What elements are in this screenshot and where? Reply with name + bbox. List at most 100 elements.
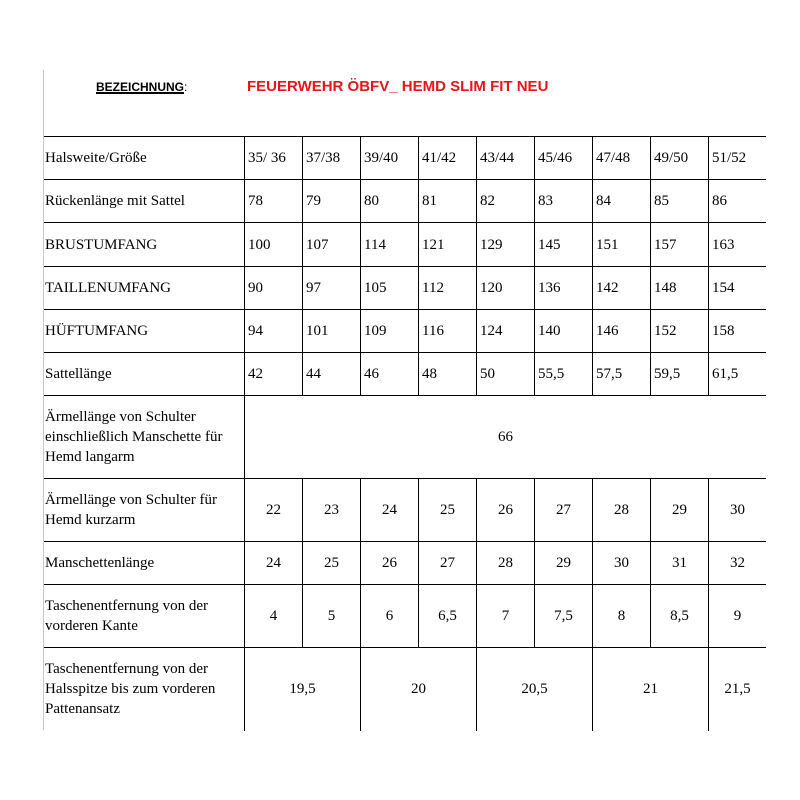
document-title: FEUERWEHR ÖBFV_ HEMD SLIM FIT NEU bbox=[247, 78, 549, 95]
value-cell: 21 bbox=[592, 647, 709, 731]
value-cell: 29 bbox=[650, 478, 709, 542]
table-row-sleeve-short: Ärmellänge von Schulter für Hemd kurzarm… bbox=[44, 478, 766, 542]
size-cell: 43/44 bbox=[476, 136, 535, 180]
size-cell: 45/46 bbox=[534, 136, 593, 180]
value-cell: 114 bbox=[360, 222, 419, 267]
value-cell: 152 bbox=[650, 309, 709, 353]
value-cell: 79 bbox=[302, 179, 361, 223]
value-cell: 31 bbox=[650, 541, 709, 585]
value-cell: 86 bbox=[708, 179, 766, 223]
value-cell: 46 bbox=[360, 352, 419, 396]
value-cell: 21,5 bbox=[708, 647, 766, 731]
value-cell: 66 bbox=[244, 395, 766, 479]
value-cell: 158 bbox=[708, 309, 766, 353]
table-row-pocket-edge: Taschenentfernung von der vorderen Kante… bbox=[44, 584, 766, 648]
value-cell: 61,5 bbox=[708, 352, 766, 396]
value-cell: 20 bbox=[360, 647, 477, 731]
value-cell: 120 bbox=[476, 266, 535, 310]
value-cell: 109 bbox=[360, 309, 419, 353]
row-label: HÜFTUMFANG bbox=[44, 309, 245, 353]
value-cell: 148 bbox=[650, 266, 709, 310]
row-label: Rückenlänge mit Sattel bbox=[44, 179, 245, 223]
value-cell: 121 bbox=[418, 222, 477, 267]
designation-label-text: BEZEICHNUNG bbox=[96, 80, 185, 94]
value-cell: 27 bbox=[418, 541, 477, 585]
value-cell: 19,5 bbox=[244, 647, 361, 731]
row-label: BRUSTUMFANG bbox=[44, 222, 245, 267]
value-cell: 28 bbox=[476, 541, 535, 585]
value-cell: 25 bbox=[418, 478, 477, 542]
value-cell: 107 bbox=[302, 222, 361, 267]
value-cell: 50 bbox=[476, 352, 535, 396]
value-cell: 140 bbox=[534, 309, 593, 353]
value-cell: 116 bbox=[418, 309, 477, 353]
value-cell: 101 bbox=[302, 309, 361, 353]
value-cell: 82 bbox=[476, 179, 535, 223]
value-cell: 105 bbox=[360, 266, 419, 310]
designation-label: BEZEICHNUNG: bbox=[96, 80, 187, 94]
value-cell: 151 bbox=[592, 222, 651, 267]
value-cell: 136 bbox=[534, 266, 593, 310]
value-cell: 100 bbox=[244, 222, 303, 267]
value-cell: 59,5 bbox=[650, 352, 709, 396]
value-cell: 154 bbox=[708, 266, 766, 310]
value-cell: 78 bbox=[244, 179, 303, 223]
value-cell: 129 bbox=[476, 222, 535, 267]
value-cell: 145 bbox=[534, 222, 593, 267]
row-label: Sattellänge bbox=[44, 352, 245, 396]
value-cell: 55,5 bbox=[534, 352, 593, 396]
value-cell: 84 bbox=[592, 179, 651, 223]
value-cell: 20,5 bbox=[476, 647, 593, 731]
value-cell: 9 bbox=[708, 584, 766, 648]
value-cell: 80 bbox=[360, 179, 419, 223]
value-cell: 5 bbox=[302, 584, 361, 648]
value-cell: 44 bbox=[302, 352, 361, 396]
size-cell: 51/52 bbox=[708, 136, 766, 180]
row-label: Taschenentfernung von der Halsspitze bis… bbox=[44, 647, 245, 731]
value-cell: 85 bbox=[650, 179, 709, 223]
value-cell: 94 bbox=[244, 309, 303, 353]
size-cell: 39/40 bbox=[360, 136, 419, 180]
table-row: Sattellänge 42 44 46 48 50 55,5 57,5 59,5 61,5 bbox=[44, 352, 766, 396]
value-cell: 57,5 bbox=[592, 352, 651, 396]
table-row-sizes: Halsweite/Größe 35/ 36 37/38 39/40 41/42… bbox=[44, 136, 766, 180]
value-cell: 26 bbox=[360, 541, 419, 585]
size-cell: 49/50 bbox=[650, 136, 709, 180]
table-row: BRUSTUMFANG 100 107 114 121 129 145 151 157 163 bbox=[44, 222, 766, 267]
value-cell: 97 bbox=[302, 266, 361, 310]
value-cell: 142 bbox=[592, 266, 651, 310]
value-cell: 32 bbox=[708, 541, 766, 585]
size-cell: 37/38 bbox=[302, 136, 361, 180]
value-cell: 163 bbox=[708, 222, 766, 267]
row-label: Taschenentfernung von der vorderen Kante bbox=[44, 584, 245, 648]
table-row: TAILLENUMFANG 90 97 105 112 120 136 142 148 154 bbox=[44, 266, 766, 310]
value-cell: 26 bbox=[476, 478, 535, 542]
value-cell: 157 bbox=[650, 222, 709, 267]
row-label: TAILLENUMFANG bbox=[44, 266, 245, 310]
value-cell: 83 bbox=[534, 179, 593, 223]
value-cell: 30 bbox=[708, 478, 766, 542]
size-cell: 47/48 bbox=[592, 136, 651, 180]
value-cell: 8 bbox=[592, 584, 651, 648]
row-label: Ärmellänge von Schulter für Hemd kurzarm bbox=[44, 478, 245, 542]
table-row-sleeve-long: Ärmellänge von Schulter einschließlich M… bbox=[44, 395, 766, 479]
value-cell: 124 bbox=[476, 309, 535, 353]
value-cell: 6 bbox=[360, 584, 419, 648]
row-label: Halsweite/Größe bbox=[44, 136, 245, 180]
row-label: Manschettenlänge bbox=[44, 541, 245, 585]
page-margin-line bbox=[43, 70, 44, 730]
value-cell: 112 bbox=[418, 266, 477, 310]
value-cell: 48 bbox=[418, 352, 477, 396]
value-cell: 27 bbox=[534, 478, 593, 542]
designation-colon: : bbox=[184, 80, 188, 94]
row-label: Ärmellänge von Schulter einschließlich M… bbox=[44, 395, 245, 479]
value-cell: 24 bbox=[360, 478, 419, 542]
value-cell: 30 bbox=[592, 541, 651, 585]
table-row: Rückenlänge mit Sattel 78 79 80 81 82 83 84 85 86 bbox=[44, 179, 766, 223]
value-cell: 7 bbox=[476, 584, 535, 648]
value-cell: 146 bbox=[592, 309, 651, 353]
value-cell: 22 bbox=[244, 478, 303, 542]
value-cell: 42 bbox=[244, 352, 303, 396]
size-cell: 35/ 36 bbox=[244, 136, 303, 180]
value-cell: 7,5 bbox=[534, 584, 593, 648]
